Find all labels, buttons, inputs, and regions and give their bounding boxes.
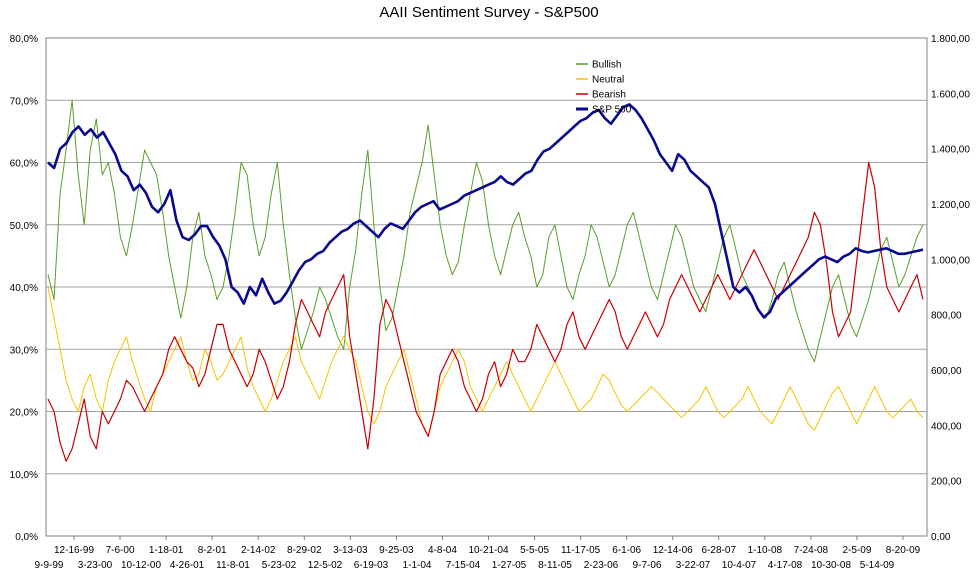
series-neutral xyxy=(47,286,924,437)
chart-title: AAII Sentiment Survey - S&P500 xyxy=(379,4,598,21)
y-left-tick: 20,0% xyxy=(10,408,38,419)
legend-s-p-500-label: S&P 500 xyxy=(592,105,632,116)
x-axis: 12-16-99 7-6-00 1-18-01 8-2-01 2-14-02 8-29-0… xyxy=(35,536,921,571)
x-tick-label-upper: 1-10-08 xyxy=(748,545,783,556)
x-tick-label-upper: 12-14-06 xyxy=(653,545,693,556)
x-tick-label-lower: 4-17-08 xyxy=(768,560,803,571)
x-tick-label-upper: 12-16-99 xyxy=(54,545,94,556)
x-tick-label-lower: 6-19-03 xyxy=(354,560,389,571)
x-tick-label-lower: 12-5-02 xyxy=(308,560,343,571)
x-tick-label-upper: 8-2-01 xyxy=(198,545,227,556)
y-right-tick: 1.200,00 xyxy=(931,200,970,211)
x-tick-label-upper: 11-17-05 xyxy=(561,545,601,556)
x-tick-label-upper: 5-5-05 xyxy=(520,545,549,556)
x-tick-label-upper: 7-24-08 xyxy=(794,545,829,556)
y-left-tick: 40,0% xyxy=(10,283,38,294)
x-tick-label-lower: 7-15-04 xyxy=(446,560,481,571)
y-axis-left: 0,0% 10,0% 20,0% 30,0% 40,0% 50,0% 60,0% 70,0% 8… xyxy=(10,34,38,543)
y-right-tick: 1.000,00 xyxy=(931,255,970,266)
x-tick-label-upper: 8-29-02 xyxy=(287,545,322,556)
x-tick-label-upper: 1-18-01 xyxy=(149,545,184,556)
x-tick-label-lower: 1-1-04 xyxy=(403,560,432,571)
x-tick-label-upper: 9-25-03 xyxy=(379,545,414,556)
x-tick-label-lower: 5-14-09 xyxy=(860,560,895,571)
gridlines xyxy=(46,99,927,475)
series-layer xyxy=(47,99,924,462)
series-bullish xyxy=(47,99,924,363)
x-tick-label-upper: 4-8-04 xyxy=(428,545,457,556)
legend-bullish-label: Bullish xyxy=(592,60,621,71)
x-tick-label-upper: 2-5-09 xyxy=(842,545,871,556)
x-tick-label-upper: 3-13-03 xyxy=(333,545,368,556)
y-left-tick: 0,0% xyxy=(15,532,38,543)
x-tick-label-upper: 10-21-04 xyxy=(468,545,508,556)
series-s-p-500 xyxy=(47,103,924,319)
x-tick-label-upper: 8-20-09 xyxy=(886,545,921,556)
x-tick-label-lower: 10-4-07 xyxy=(722,560,757,571)
y-axis-right: 0,00 200,00 400,00 600,00 800,00 1.000,00 1.20… xyxy=(931,34,970,543)
x-tick-label-upper: 6-1-06 xyxy=(612,545,641,556)
y-right-tick: 600,00 xyxy=(931,366,962,377)
x-tick-label-lower: 1-27-05 xyxy=(492,560,527,571)
y-right-tick: 1.600,00 xyxy=(931,89,970,100)
y-right-tick: 0,00 xyxy=(931,532,951,543)
legend-neutral-label: Neutral xyxy=(592,75,624,86)
x-tick-label-upper: 6-28-07 xyxy=(702,545,737,556)
legend-bearish-label: Bearish xyxy=(592,90,626,101)
y-right-tick: 200,00 xyxy=(931,477,962,488)
y-right-tick: 400,00 xyxy=(931,421,962,432)
x-tick-label-lower: 3-22-07 xyxy=(676,560,711,571)
x-tick-label-lower: 9-9-99 xyxy=(35,560,64,571)
x-tick-label-lower: 4-26-01 xyxy=(170,560,205,571)
legend: Bullish Neutral Bearish S&P 500 xyxy=(576,60,632,116)
x-tick-label-lower: 10-30-08 xyxy=(811,560,851,571)
y-left-tick: 70,0% xyxy=(10,96,38,107)
x-tick-label-lower: 9-7-06 xyxy=(633,560,662,571)
x-tick-label-lower: 3-23-00 xyxy=(78,560,113,571)
y-left-tick: 10,0% xyxy=(10,470,38,481)
x-tick-label-lower: 11-8-01 xyxy=(216,560,250,571)
y-right-tick: 1.800,00 xyxy=(931,34,970,45)
y-left-tick: 80,0% xyxy=(10,34,38,45)
x-tick-label-lower: 8-11-05 xyxy=(538,560,572,571)
x-tick-label-upper: 7-6-00 xyxy=(106,545,135,556)
y-right-tick: 800,00 xyxy=(931,311,962,322)
y-left-tick: 60,0% xyxy=(10,159,38,170)
y-right-tick: 1.400,00 xyxy=(931,145,970,156)
y-left-tick: 30,0% xyxy=(10,345,38,356)
x-tick-label-lower: 5-23-02 xyxy=(262,560,297,571)
x-tick-label-lower: 2-23-06 xyxy=(584,560,619,571)
y-left-tick: 50,0% xyxy=(10,221,38,232)
x-tick-label-lower: 10-12-00 xyxy=(121,560,161,571)
x-tick-label-upper: 2-14-02 xyxy=(241,545,276,556)
